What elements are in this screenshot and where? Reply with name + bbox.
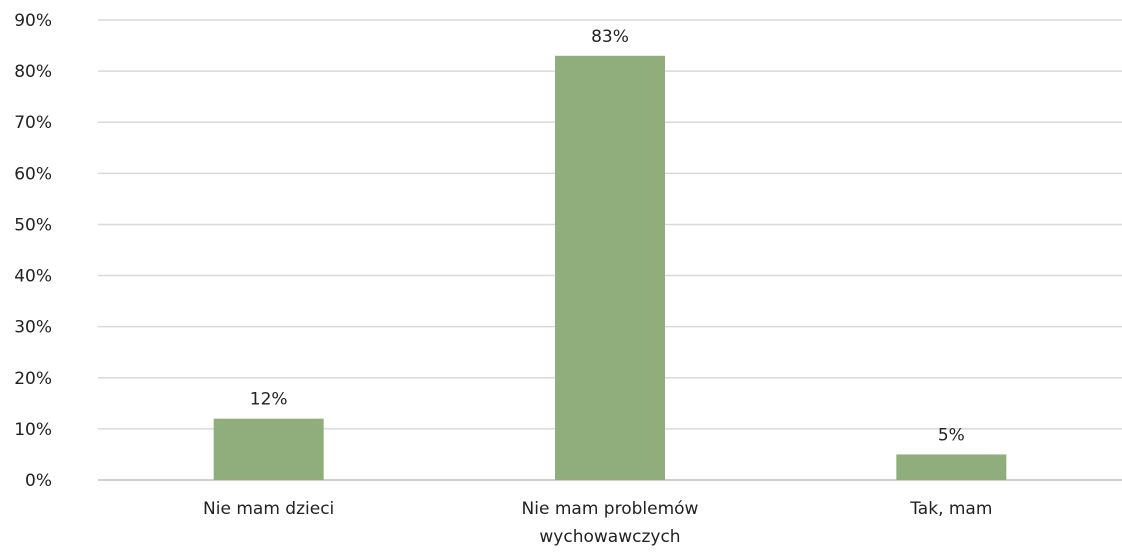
category-label-1: Nie mam dzieci bbox=[203, 499, 334, 519]
category-label-3: Tak, mam bbox=[909, 499, 992, 519]
category-label-2: wychowawczych bbox=[539, 527, 680, 547]
y-tick-label: 10% bbox=[14, 420, 52, 440]
x-axis-categories: Nie mam dzieci Nie mam problemów wychowawc… bbox=[203, 499, 992, 547]
y-tick-label: 30% bbox=[14, 318, 52, 338]
category-label-2: Nie mam problemów bbox=[522, 499, 699, 519]
y-tick-label: 0% bbox=[25, 471, 52, 491]
data-label-1: 12% bbox=[250, 390, 288, 410]
bar-1 bbox=[213, 418, 324, 480]
data-labels: 12% 83% 5% bbox=[250, 27, 965, 446]
bars bbox=[213, 55, 1007, 481]
bar-3 bbox=[896, 454, 1007, 480]
y-tick-label: 80% bbox=[14, 62, 52, 82]
y-tick-label: 60% bbox=[14, 164, 52, 184]
y-tick-label: 90% bbox=[14, 11, 52, 31]
y-tick-label: 70% bbox=[14, 113, 52, 133]
y-tick-label: 40% bbox=[14, 267, 52, 287]
y-tick-label: 50% bbox=[14, 215, 52, 235]
bar-2 bbox=[555, 55, 665, 481]
data-label-2: 83% bbox=[591, 27, 629, 47]
y-axis-ticks: 0% 10% 20% 30% 40% 50% 60% 70% 80% 90% bbox=[14, 11, 52, 491]
data-label-3: 5% bbox=[938, 425, 965, 445]
y-tick-label: 20% bbox=[14, 369, 52, 389]
